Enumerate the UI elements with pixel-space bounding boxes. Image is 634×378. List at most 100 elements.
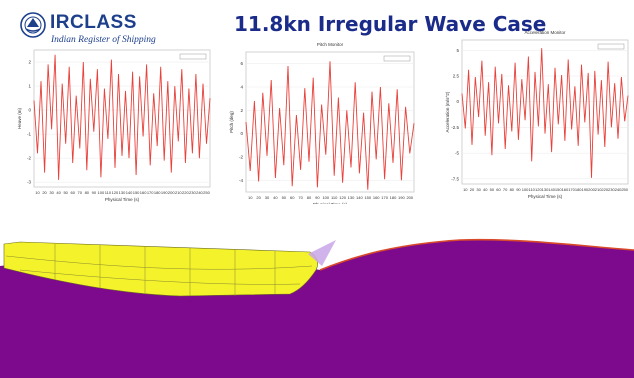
waterline [319,238,634,271]
x-tick-label: 90 [92,190,97,195]
x-tick-label: 250 [203,190,210,195]
logo-tagline-text: Indian Register of Shipping [51,35,156,45]
y-tick-label: -1 [27,132,31,137]
x-axis-label: Physical Time (s) [313,202,348,204]
y-tick-label: 0 [456,99,459,104]
x-tick-label: 180 [575,187,582,192]
y-tick-label: 2.5 [453,74,460,79]
x-tick-label: 100 [322,195,329,200]
cfd-wave-scene [0,238,634,378]
legend-box [597,43,625,50]
x-tick-label: 170 [147,190,154,195]
x-tick-label: 20 [256,195,261,200]
x-tick-label: 50 [490,187,495,192]
x-tick-label: 10 [248,195,253,200]
x-tick-label: 170 [568,187,575,192]
x-tick-label: 160 [562,187,569,192]
chart-title: Pitch Monitor [317,42,344,47]
x-tick-label: 140 [548,187,555,192]
x-tick-label: 150 [364,195,371,200]
y-tick-label: 2 [240,108,243,113]
x-tick-label: 100 [522,187,529,192]
legend-box [179,53,207,60]
x-tick-label: 230 [189,190,196,195]
x-tick-label: 50 [282,195,287,200]
logo-brand-text: IRCLASS [50,12,137,33]
x-tick-label: 130 [542,187,549,192]
x-tick-label: 120 [112,190,119,195]
x-tick-label: 220 [601,187,608,192]
x-tick-label: 110 [529,187,536,192]
series-line [461,48,629,178]
x-tick-label: 20 [42,190,47,195]
x-tick-label: 40 [273,195,278,200]
y-axis-label: Acceleration (m/s^2) [445,91,450,132]
x-tick-label: 80 [510,187,515,192]
x-tick-label: 220 [182,190,189,195]
x-axis-label: Physical Time (s) [105,197,140,202]
y-tick-label: 5 [456,48,459,53]
series-line [33,54,211,180]
x-tick-label: 200 [168,190,175,195]
x-tick-label: 100 [98,190,105,195]
x-tick-label: 40 [56,190,61,195]
x-tick-label: 80 [85,190,90,195]
x-tick-label: 240 [615,187,622,192]
x-tick-label: 140 [356,195,363,200]
x-tick-label: 170 [381,195,388,200]
x-tick-label: 30 [49,190,54,195]
x-tick-label: 120 [535,187,542,192]
x-axis-label: Physical Time (s) [528,194,563,199]
x-tick-label: 180 [154,190,161,195]
x-tick-label: 210 [175,190,182,195]
bow-spray [308,240,336,266]
y-tick-label: -7.5 [451,176,459,181]
x-tick-label: 190 [581,187,588,192]
acceleration-chart: Acceleration Monitor 5 2.5 0 -2.5 -5 -7.5 10 20 3… [445,30,629,199]
x-tick-label: 40 [483,187,488,192]
y-tick-label: -2 [27,156,31,161]
y-tick-label: 2 [28,60,31,65]
y-tick-label: 1 [28,84,31,89]
x-tick-label: 180 [390,195,397,200]
x-tick-label: 70 [78,190,83,195]
series-line [245,61,415,190]
x-tick-label: 150 [555,187,562,192]
plot-area [245,51,415,193]
irclass-emblem-icon [20,12,46,38]
y-tick-label: 0 [28,108,31,113]
slide-title: 11.8kn Irregular Wave Case [234,12,547,36]
irclass-logo: IRCLASS Indian Register of Shipping [20,10,160,48]
x-tick-label: 190 [398,195,405,200]
x-tick-label: 60 [70,190,75,195]
x-tick-label: 140 [126,190,133,195]
x-tick-label: 60 [496,187,501,192]
x-tick-label: 130 [119,190,126,195]
y-axis-label: Pitch (deg) [229,111,234,133]
x-tick-label: 150 [133,190,140,195]
y-axis-label: Heave (m) [17,108,22,130]
y-tick-label: -3 [27,180,31,185]
x-tick-label: 70 [298,195,303,200]
x-tick-label: 110 [105,190,112,195]
y-tick-label: 6 [240,61,243,66]
plot-area [33,49,211,188]
x-tick-label: 230 [608,187,615,192]
x-tick-label: 30 [265,195,270,200]
x-tick-label: 240 [196,190,203,195]
x-tick-label: 10 [463,187,468,192]
heave-chart: 210-1-2-310 20 30 40 50 60 70 80 90 100 110 120 130 1… [17,49,211,202]
x-tick-label: 110 [331,195,338,200]
y-tick-label: 4 [240,85,243,90]
x-tick-label: 70 [503,187,508,192]
hull-mesh-lines [5,244,313,296]
x-tick-label: 80 [307,195,312,200]
x-tick-label: 50 [63,190,68,195]
y-tick-label: 0 [240,131,243,136]
x-tick-label: 20 [470,187,475,192]
y-tick-label: -2.5 [451,125,459,130]
x-tick-label: 30 [476,187,481,192]
x-tick-label: 190 [161,190,168,195]
x-tick-label: 200 [588,187,595,192]
x-tick-label: 130 [348,195,355,200]
